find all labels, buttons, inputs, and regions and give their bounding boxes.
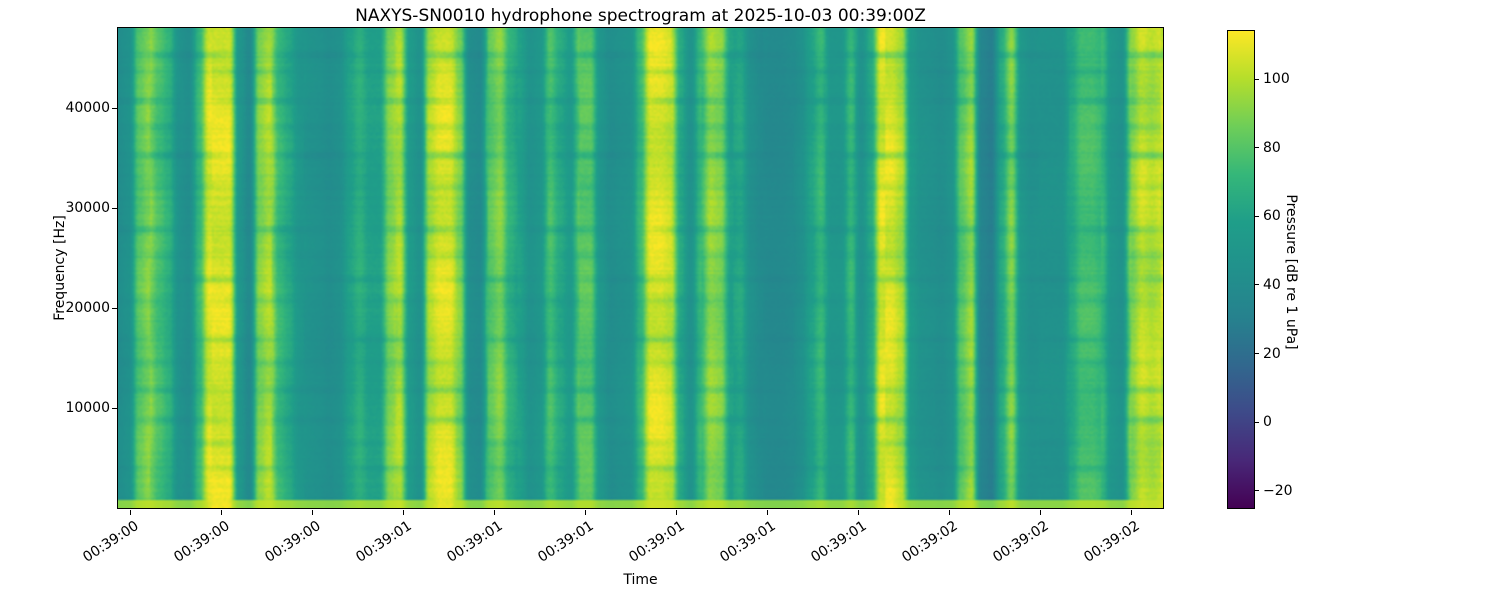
- colorbar-tick-mark: [1255, 284, 1259, 286]
- colorbar-tick-mark: [1255, 78, 1259, 80]
- colorbar-tick-mark: [1255, 490, 1259, 492]
- y-tick-label: 20000: [65, 300, 110, 316]
- colorbar-tick-mark: [1255, 421, 1259, 423]
- colorbar-tick-label: −20: [1263, 482, 1293, 499]
- colorbar-tick-label: 100: [1263, 71, 1290, 88]
- colorbar-tick-mark: [1255, 215, 1259, 217]
- y-tick-mark: [112, 207, 117, 209]
- colorbar: [1227, 30, 1255, 509]
- colorbar-tick-label: 40: [1263, 276, 1281, 293]
- x-tick-label: 00:39:01: [535, 518, 597, 566]
- x-tick-mark: [766, 510, 768, 515]
- x-tick-label: 00:39:02: [990, 518, 1052, 566]
- x-tick-label: 00:39:00: [262, 518, 324, 566]
- colorbar-tick-mark: [1255, 147, 1259, 149]
- x-tick-label: 00:39:00: [80, 518, 142, 566]
- x-tick-mark: [584, 510, 586, 515]
- x-tick-mark: [311, 510, 313, 515]
- plot-area: [117, 27, 1164, 509]
- colorbar-tick-mark: [1255, 353, 1259, 355]
- x-axis-label: Time: [623, 572, 658, 588]
- x-tick-mark: [220, 510, 222, 515]
- x-tick-mark: [675, 510, 677, 515]
- spectrogram-heatmap: [118, 28, 1163, 508]
- y-axis-label: Frequency [Hz]: [52, 215, 68, 321]
- y-tick-label: 30000: [65, 200, 110, 216]
- colorbar-tick-label: 20: [1263, 345, 1281, 362]
- x-tick-mark: [402, 510, 404, 515]
- x-tick-label: 00:39:01: [353, 518, 415, 566]
- x-tick-label: 00:39:02: [899, 518, 961, 566]
- colorbar-tick-label: 80: [1263, 139, 1281, 156]
- y-tick-label: 10000: [65, 400, 110, 416]
- x-tick-label: 00:39:01: [444, 518, 506, 566]
- colorbar-tick-label: 60: [1263, 208, 1281, 225]
- x-tick-mark: [493, 510, 495, 515]
- y-tick-mark: [112, 307, 117, 309]
- x-tick-mark: [948, 510, 950, 515]
- y-tick-mark: [112, 407, 117, 409]
- x-tick-mark: [129, 510, 131, 515]
- x-tick-label: 00:39:01: [808, 518, 870, 566]
- x-tick-mark: [857, 510, 859, 515]
- x-tick-label: 00:39:00: [171, 518, 233, 566]
- x-tick-label: 00:39:01: [717, 518, 779, 566]
- colorbar-label: Pressure [dB re 1 uPa]: [1283, 194, 1299, 350]
- colorbar-tick-label: 0: [1263, 414, 1272, 431]
- y-tick-mark: [112, 107, 117, 109]
- x-tick-mark: [1130, 510, 1132, 515]
- y-tick-label: 40000: [65, 100, 110, 116]
- x-tick-label: 00:39:02: [1081, 518, 1143, 566]
- x-tick-mark: [1039, 510, 1041, 515]
- plot-title: NAXYS-SN0010 hydrophone spectrogram at 2…: [355, 6, 926, 26]
- x-tick-label: 00:39:01: [626, 518, 688, 566]
